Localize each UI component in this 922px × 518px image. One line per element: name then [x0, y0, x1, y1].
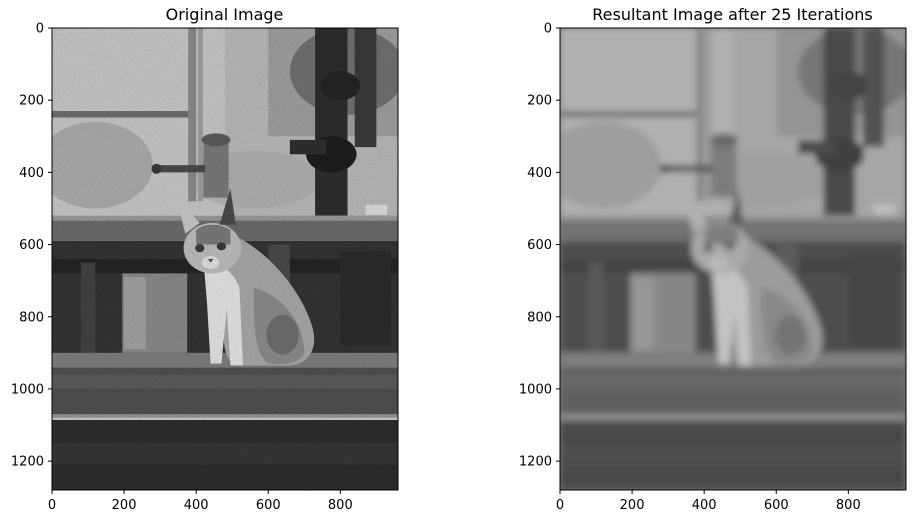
right-x-tick-label: 0: [556, 498, 564, 513]
left-x-tick-label: 200: [112, 498, 137, 513]
right-x-ticks: 0 200 400 600 800: [556, 490, 861, 513]
left-panel: Original Image 0 200 400 600 800 0 200 400 600 8…: [11, 5, 399, 513]
left-y-tick-label: 600: [19, 238, 44, 253]
left-y-tick-label: 400: [19, 166, 44, 181]
left-x-tick-label: 0: [48, 498, 56, 513]
right-title: Resultant Image after 25 Iterations: [592, 5, 873, 24]
right-y-ticks: 0 200 400 600 800 1000 1200: [519, 22, 560, 470]
right-y-tick-label: 200: [527, 94, 552, 109]
right-y-tick-label: 1200: [519, 455, 552, 470]
original-image: [52, 28, 398, 490]
right-x-tick-label: 800: [836, 498, 861, 513]
left-y-tick-label: 1200: [11, 455, 44, 470]
left-y-tick-label: 800: [19, 310, 44, 325]
left-y-ticks: 0 200 400 600 800 1000 1200: [11, 22, 52, 470]
left-x-tick-label: 400: [184, 498, 209, 513]
left-x-tick-label: 800: [328, 498, 353, 513]
right-axes-frame: [559, 27, 907, 491]
right-x-tick-label: 600: [764, 498, 789, 513]
left-y-tick-label: 0: [36, 22, 44, 37]
left-title: Original Image: [166, 5, 284, 24]
left-y-tick-label: 200: [19, 94, 44, 109]
right-y-tick-label: 1000: [519, 382, 552, 397]
right-y-tick-label: 800: [527, 310, 552, 325]
right-x-tick-label: 200: [620, 498, 645, 513]
right-y-tick-label: 0: [544, 22, 552, 37]
right-y-tick-label: 400: [527, 166, 552, 181]
left-axes-frame: [51, 27, 399, 491]
left-x-tick-label: 600: [256, 498, 281, 513]
left-y-tick-label: 1000: [11, 382, 44, 397]
left-x-ticks: 0 200 400 600 800: [48, 490, 353, 513]
right-y-tick-label: 600: [527, 238, 552, 253]
right-x-tick-label: 400: [692, 498, 717, 513]
right-panel: Resultant Image after 25 Iterations 0 200…: [519, 5, 907, 513]
